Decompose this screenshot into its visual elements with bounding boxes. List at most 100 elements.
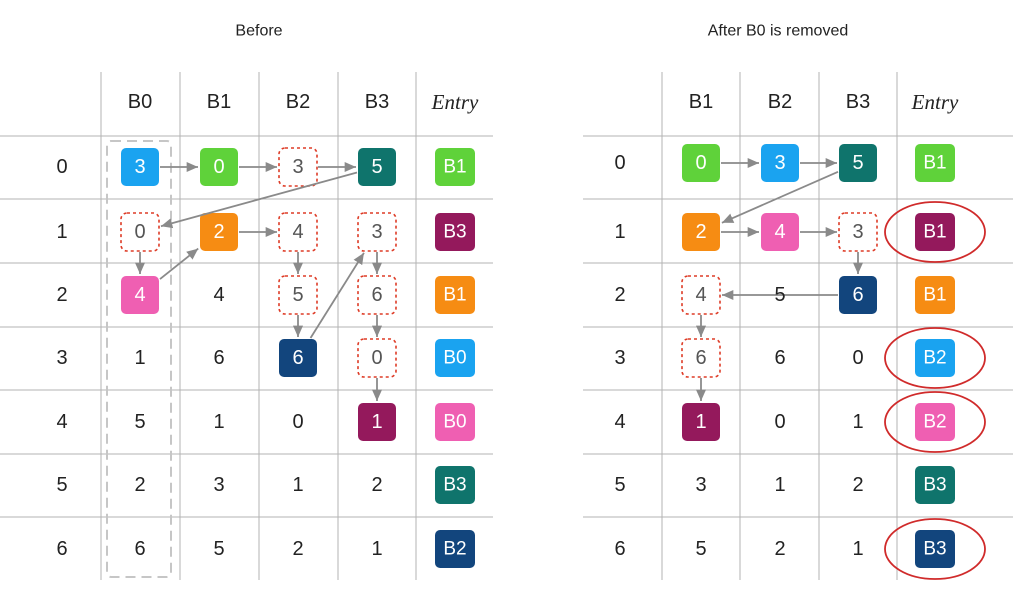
after-entry-value: B1 [923,222,946,243]
after-cell-value: 5 [774,284,785,306]
after-cell-box [682,403,720,441]
before-cell-dashed-box [278,212,318,252]
before-cell-value: 1 [213,411,224,433]
after-cell-value: 2 [695,221,706,243]
before-column-header: B2 [286,91,310,113]
before-cell-value: 5 [134,411,145,433]
before-entry-value: B1 [443,157,466,178]
before-cell-value: 5 [371,156,382,178]
before-cell-value: 3 [213,474,224,496]
after-entry-value: B1 [923,285,946,306]
after-cell-value: 3 [695,474,706,496]
before-entry-value: B3 [443,475,466,496]
before-cell-value: 4 [134,284,145,306]
before-entry-value: B0 [443,348,466,369]
after-cell-box [682,144,720,182]
before-row-label: 0 [56,156,67,178]
after-cell-dashed-box [838,212,878,252]
after-cell-value: 0 [774,411,785,433]
before-cell-box [279,339,317,377]
before-cell-value: 5 [292,284,303,306]
before-probe-arrow [160,171,358,229]
after-row-label: 3 [614,347,625,369]
after-column-header: B1 [689,91,713,113]
before-cell-dashed-box [357,275,397,315]
after-entry-box [915,530,955,568]
after-cell-dashed-box [681,338,721,378]
after-cell-box [839,144,877,182]
before-cell-dashed-box [278,275,318,315]
after-row-label: 1 [614,221,625,243]
after-cell-box [682,213,720,251]
before-entry-value: B2 [443,539,466,560]
after-cell-value: 3 [852,221,863,243]
before-cell-dashed-box [120,212,160,252]
before-cell-value: 0 [134,221,145,243]
before-cell-dashed-box [278,147,318,187]
before-row-label: 1 [56,221,67,243]
before-cell-value: 1 [292,474,303,496]
after-cell-value: 4 [774,221,785,243]
before-entry-value: B1 [443,285,466,306]
before-cell-value: 0 [292,411,303,433]
after-entry-value: B3 [923,475,946,496]
after-cell-value: 4 [695,284,706,306]
after-cell-box [839,276,877,314]
after-entry-highlight-ring [884,327,986,389]
after-cell-value: 6 [695,347,706,369]
before-row-label: 2 [56,284,67,306]
before-removed-column-outline [106,140,172,578]
before-entry-header: Entry [431,90,479,114]
before-cell-value: 6 [371,284,382,306]
before-cell-box [121,276,159,314]
after-entry-value: B2 [923,412,946,433]
after-entry-box [915,339,955,377]
before-cell-dashed-box [357,212,397,252]
before-cell-value: 4 [213,284,224,306]
after-entry-box [915,144,955,182]
before-cell-value: 3 [134,156,145,178]
before-cell-box [358,148,396,186]
after-cell-value: 1 [774,474,785,496]
after-entry-value: B1 [923,153,946,174]
after-cell-value: 6 [774,347,785,369]
before-cell-value: 2 [134,474,145,496]
after-row-label: 5 [614,474,625,496]
before-column-header: B0 [128,91,152,113]
before-cell-value: 4 [292,221,303,243]
before-cell-value: 6 [292,347,303,369]
before-cell-value: 3 [371,221,382,243]
after-row-label: 6 [614,538,625,560]
before-row-label: 4 [56,411,67,433]
after-entry-highlight-ring [884,201,986,263]
after-column-header: B3 [846,91,870,113]
before-entry-box [435,213,475,251]
before-cell-box [200,213,238,251]
before-entry-box [435,276,475,314]
after-entry-box [915,276,955,314]
before-column-header: B3 [365,91,389,113]
after-cell-value: 1 [852,538,863,560]
after-entry-value: B3 [923,539,946,560]
before-entry-value: B3 [443,222,466,243]
after-cell-value: 2 [852,474,863,496]
after-entry-header: Entry [911,90,959,114]
after-cell-box [761,144,799,182]
before-cell-value: 6 [213,347,224,369]
before-cell-value: 2 [371,474,382,496]
before-cell-value: 2 [213,221,224,243]
after-entry-box [915,466,955,504]
after-cell-box [761,213,799,251]
before-entry-box [435,148,475,186]
before-entry-box [435,339,475,377]
before-cell-value: 1 [134,347,145,369]
after-entry-highlight-ring [884,518,986,580]
after-panel: After B0 is removed B1 B2 B3 Entry 0 1 2 3 4 5 6 [614,23,959,561]
after-row-label: 2 [614,284,625,306]
after-row-label: 4 [614,411,625,433]
after-entry-box [915,213,955,251]
before-cell-value: 1 [371,411,382,433]
before-cell-value: 0 [371,347,382,369]
